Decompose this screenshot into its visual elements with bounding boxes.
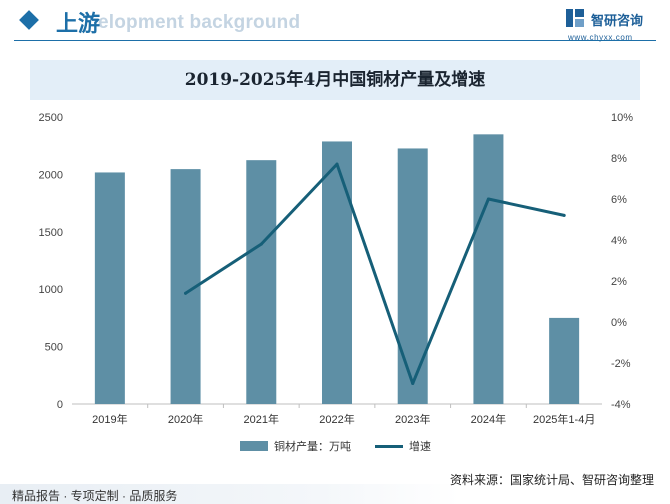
page-header: elopment background 上游 智研咨询 www.chyxx.co… — [0, 0, 670, 44]
x-tick-label: 2022年 — [319, 412, 354, 426]
data-source: 资料来源：国家统计局、智研咨询整理 — [449, 473, 654, 487]
growth-point — [335, 162, 339, 166]
y-right-tick-label: -2% — [611, 358, 631, 370]
y-left-tick-label: 500 — [45, 342, 63, 354]
y-right-tick-label: 8% — [611, 153, 627, 165]
header-watermark: elopment background — [98, 12, 301, 33]
x-tick-label: 2025年1-4月 — [533, 412, 595, 426]
x-tick-label: 2024年 — [471, 412, 506, 426]
section-title: 上游 — [56, 11, 101, 37]
legend-line-swatch — [375, 445, 403, 448]
growth-point — [184, 291, 188, 295]
y-right-tick-label: -4% — [611, 399, 631, 411]
y-right-tick-label: 10% — [611, 112, 633, 124]
growth-point — [486, 197, 490, 201]
y-left-tick-label: 1000 — [39, 284, 63, 296]
legend-bar-label: 铜材产量：万吨 — [274, 441, 351, 453]
x-tick-label: 2019年 — [92, 412, 127, 426]
y-left-tick-label: 0 — [57, 399, 63, 411]
y-left-tick-label: 2500 — [39, 112, 63, 124]
x-tick-label: 2020年 — [168, 412, 203, 426]
brand-block[interactable]: 智研咨询 www.chyxx.com — [565, 8, 665, 42]
growth-point — [411, 382, 415, 385]
bar — [322, 141, 352, 404]
y-left-tick-label: 2000 — [39, 169, 63, 181]
bar — [94, 172, 125, 404]
chart-title: 2019-2025年4月中国铜材产量及增速 — [184, 70, 486, 90]
brand-url[interactable]: www.chyxx.com — [568, 33, 633, 42]
y-right-tick-label: 0% — [611, 317, 627, 329]
bar — [549, 317, 580, 404]
bar — [246, 160, 277, 404]
y-right-tick-label: 4% — [611, 235, 627, 247]
footer-band — [0, 484, 460, 504]
growth-line — [184, 162, 566, 385]
header-divider — [14, 40, 656, 41]
chart-title-bar: 2019-2025年4月中国铜材产量及增速 — [30, 60, 640, 100]
bar — [473, 134, 504, 405]
bar — [397, 148, 428, 404]
growth-point — [562, 213, 566, 217]
brand-logo-icon — [566, 9, 584, 27]
brand-name: 智研咨询 — [591, 13, 644, 28]
legend-line-label: 增速 — [409, 441, 431, 453]
y-right-tick-label: 6% — [611, 194, 627, 206]
growth-point — [259, 242, 263, 246]
x-tick-label: 2023年 — [395, 412, 430, 426]
x-tick-label: 2021年 — [244, 412, 279, 426]
y-left-tick-label: 1500 — [39, 227, 63, 239]
legend-bar-swatch — [240, 441, 268, 451]
y-right-tick-label: 2% — [611, 276, 627, 288]
footer-tagline: 精品报告 · 专项定制 · 品质服务 — [12, 489, 178, 503]
